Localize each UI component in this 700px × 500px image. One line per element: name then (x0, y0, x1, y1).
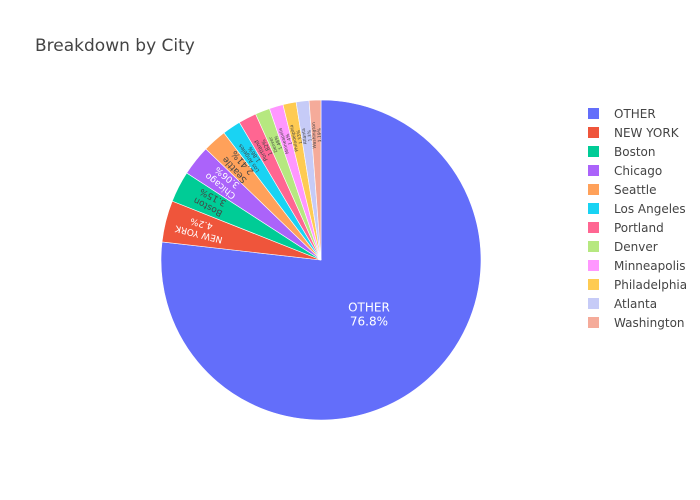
legend-label: Philadelphia (614, 278, 687, 292)
slice-label-category: Washington (311, 122, 318, 149)
legend-item-minneapolis[interactable]: Minneapolis (588, 259, 686, 273)
legend-item-los-angeles[interactable]: Los Angeles (588, 202, 686, 216)
slice-label-percent: 1.19% (317, 127, 324, 142)
slice-label-percent: 76.8% (350, 315, 388, 329)
slice-label-category: OTHER (348, 300, 390, 314)
slice-label-washington: Washington 1.19% (311, 122, 323, 149)
legend-label: Seattle (614, 183, 656, 197)
legend-swatch (588, 260, 599, 271)
legend-item-portland[interactable]: Portland (588, 221, 664, 235)
legend-item-washington[interactable]: Washington (588, 316, 685, 330)
slice-label-percent: 1.4% (285, 132, 294, 145)
slice-label-category: Denver (268, 136, 280, 154)
legend-label: Atlanta (614, 297, 657, 311)
slice-label-percent: 1.3% (306, 129, 313, 142)
legend-swatch (588, 165, 599, 176)
chart-title: Breakdown by City (35, 36, 195, 56)
pie-slice-washington[interactable] (308, 99, 322, 261)
legend-swatch (588, 127, 599, 138)
legend-swatch (588, 184, 599, 195)
legend-swatch (588, 298, 599, 309)
slice-label-category: Philadelphia (289, 124, 300, 152)
legend-label: NEW YORK (614, 126, 680, 140)
legend-swatch (588, 203, 599, 214)
legend-label: Chicago (614, 164, 662, 178)
legend-swatch (588, 222, 599, 233)
legend-swatch (588, 146, 599, 157)
legend-label: Washington (614, 316, 685, 330)
legend[interactable]: OTHER NEW YORK Boston Chicago Seattle Los Ang… (588, 107, 687, 330)
slice-label-category: Atlanta (301, 128, 309, 145)
legend-label: Denver (614, 240, 658, 254)
legend-item-boston[interactable]: Boston (588, 145, 655, 159)
legend-label: Los Angeles (614, 202, 686, 216)
legend-swatch (588, 241, 599, 252)
legend-label: Minneapolis (614, 259, 686, 273)
legend-label: Portland (614, 221, 664, 235)
legend-item-seattle[interactable]: Seattle (588, 183, 656, 197)
legend-swatch (588, 108, 599, 119)
legend-item-atlanta[interactable]: Atlanta (588, 297, 657, 311)
legend-label: OTHER (614, 107, 656, 121)
legend-label: Boston (614, 145, 655, 159)
legend-swatch (588, 279, 599, 290)
legend-item-chicago[interactable]: Chicago (588, 164, 662, 178)
legend-item-other[interactable]: OTHER (588, 107, 656, 121)
legend-item-new-york[interactable]: NEW YORK (588, 126, 680, 140)
legend-swatch (588, 317, 599, 328)
legend-item-philadelphia[interactable]: Philadelphia (588, 278, 687, 292)
pie-slices (160, 99, 482, 421)
slice-label-percent: 1.48% (273, 134, 284, 150)
slice-label-percent: 1.33% (295, 129, 304, 145)
legend-item-denver[interactable]: Denver (588, 240, 658, 254)
